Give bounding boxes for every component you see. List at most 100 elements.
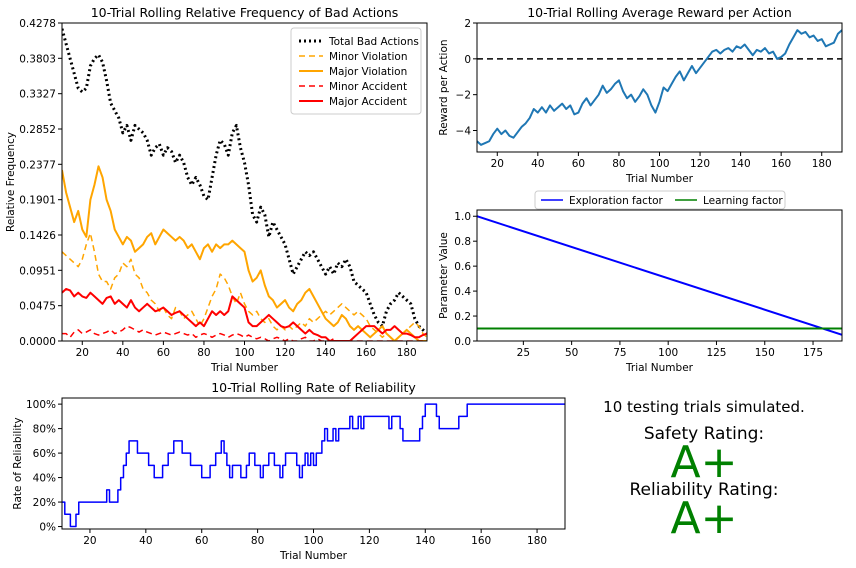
x-tick-label: 100 — [658, 347, 678, 359]
y-axis-label: Relative Frequency — [5, 132, 17, 232]
y-tick-label: 0.3327 — [19, 89, 56, 101]
x-tick-label: 140 — [316, 347, 336, 359]
series-line-minor-accident — [62, 325, 427, 341]
x-axis-label: Trial Number — [625, 173, 694, 185]
chart-title: 10-Trial Rolling Relative Frequency of B… — [91, 5, 399, 20]
legend-label: Minor Accident — [329, 81, 407, 93]
x-tick-label: 60 — [195, 535, 208, 547]
x-tick-label: 125 — [706, 347, 726, 359]
series-line-major-violation — [62, 165, 427, 341]
x-tick-label: 180 — [812, 158, 832, 170]
y-tick-label: 0.4 — [454, 286, 471, 298]
y-tick-label: 0.8 — [454, 236, 471, 248]
legend: Exploration factor Learning factor — [534, 190, 786, 210]
reliability-rating-label: Reliability Rating: — [629, 480, 779, 500]
y-axis-label: Rate of Reliability — [12, 417, 24, 509]
legend-label: Minor Violation — [329, 51, 407, 63]
chart-avg_reward: 20 40 60 80 100 120 140 160 180 −4 −2 0 2 10-Trial Ro… — [438, 5, 843, 185]
y-axis-label: Parameter Value — [438, 232, 450, 319]
y-tick-label: 0.0475 — [19, 301, 56, 313]
y-tick-label: 1.0 — [454, 211, 471, 223]
y-tick-label: 0 — [464, 54, 471, 66]
y-tick-label: 80% — [33, 424, 56, 436]
legend-label: Total Bad Actions — [328, 36, 419, 48]
legend-label: Learning factor — [703, 195, 783, 207]
chart-parameters: 25 50 75 100 125 150 175 0.0 0.2 0.4 0.6 0.8 1.0 Tria… — [438, 190, 843, 374]
x-tick-label: 80 — [612, 158, 625, 170]
reliability-rating-grade: A+ — [670, 493, 738, 544]
x-tick-label: 40 — [116, 347, 129, 359]
x-tick-label: 175 — [803, 347, 823, 359]
chart-reliability: 20 40 60 80 100 120 140 160 180 0% 20% 40% 60% 80% 100… — [12, 380, 566, 562]
series-line-0 — [477, 29, 842, 146]
series-line-total-bad-actions — [62, 28, 427, 335]
x-axis-label: Trial Number — [625, 362, 694, 374]
x-tick-label: 140 — [731, 158, 751, 170]
y-tick-label: 0.2377 — [19, 159, 56, 171]
y-tick-label: 0.0000 — [19, 336, 56, 348]
safety-rating-label: Safety Rating: — [643, 424, 765, 444]
legend-box — [290, 27, 422, 115]
series-line-major-accident — [62, 287, 427, 341]
y-tick-label: 0.0951 — [19, 265, 56, 277]
x-tick-label: 120 — [690, 158, 710, 170]
safety-rating-grade: A+ — [670, 437, 738, 488]
x-tick-label: 20 — [76, 347, 89, 359]
x-tick-label: 40 — [139, 535, 152, 547]
x-tick-label: 80 — [251, 535, 264, 547]
x-tick-label: 120 — [359, 535, 379, 547]
y-tick-label: 0.3803 — [19, 53, 56, 65]
y-tick-label: 0% — [39, 522, 56, 534]
x-tick-label: 60 — [157, 347, 170, 359]
series-line-0 — [62, 403, 565, 528]
y-tick-label: 0.2 — [454, 311, 471, 323]
x-tick-label: 20 — [491, 158, 504, 170]
chart-title: 10-Trial Rolling Rate of Reliability — [211, 380, 416, 395]
plot-frame — [476, 22, 843, 153]
x-tick-label: 150 — [755, 347, 775, 359]
chart-bad_actions: 20 40 60 80 100 120 140 160 180 0.0000 0.0475 0.095… — [5, 5, 428, 374]
y-tick-label: 0.6 — [454, 261, 471, 273]
x-tick-label: 25 — [517, 347, 530, 359]
x-tick-label: 100 — [303, 535, 323, 547]
x-tick-label: 40 — [531, 158, 544, 170]
y-tick-label: 0.0 — [454, 336, 471, 348]
x-tick-label: 160 — [471, 535, 491, 547]
y-tick-label: 60% — [33, 448, 56, 460]
x-axis-label: Trial Number — [279, 550, 348, 562]
series-line-exploration-factor — [477, 215, 842, 336]
series-line-minor-violation — [62, 232, 427, 341]
x-tick-label: 120 — [275, 347, 295, 359]
y-tick-label: 40% — [33, 473, 56, 485]
y-axis-label: Reward per Action — [438, 39, 450, 135]
y-tick-label: 2 — [464, 18, 471, 30]
legend-label: Major Accident — [329, 96, 407, 108]
trials-summary-text: 10 testing trials simulated. — [603, 398, 805, 416]
x-tick-label: 100 — [649, 158, 669, 170]
y-tick-label: 0.1426 — [19, 230, 56, 242]
y-tick-label: 0.4278 — [19, 18, 56, 30]
legend-label: Exploration factor — [569, 195, 664, 207]
y-tick-label: 0.1901 — [19, 195, 56, 207]
chart-title: 10-Trial Rolling Average Reward per Acti… — [527, 5, 792, 20]
x-tick-label: 80 — [197, 347, 210, 359]
x-tick-label: 75 — [613, 347, 626, 359]
y-tick-label: 100% — [26, 399, 56, 411]
y-tick-label: 0.2852 — [19, 124, 56, 136]
legend: Total Bad Actions Minor Violation Major Vi… — [290, 27, 422, 115]
x-tick-label: 180 — [527, 535, 547, 547]
y-tick-label: 20% — [33, 497, 56, 509]
y-tick-label: −4 — [456, 126, 472, 138]
x-tick-label: 140 — [415, 535, 435, 547]
x-tick-label: 60 — [572, 158, 585, 170]
x-tick-label: 180 — [397, 347, 417, 359]
x-tick-label: 50 — [565, 347, 578, 359]
legend-label: Major Violation — [329, 66, 407, 78]
x-axis-label: Trial Number — [210, 362, 279, 374]
x-tick-label: 160 — [356, 347, 376, 359]
legend-box — [534, 190, 786, 210]
y-tick-label: −2 — [456, 90, 471, 102]
x-tick-label: 160 — [771, 158, 791, 170]
plot-frame — [476, 209, 843, 342]
